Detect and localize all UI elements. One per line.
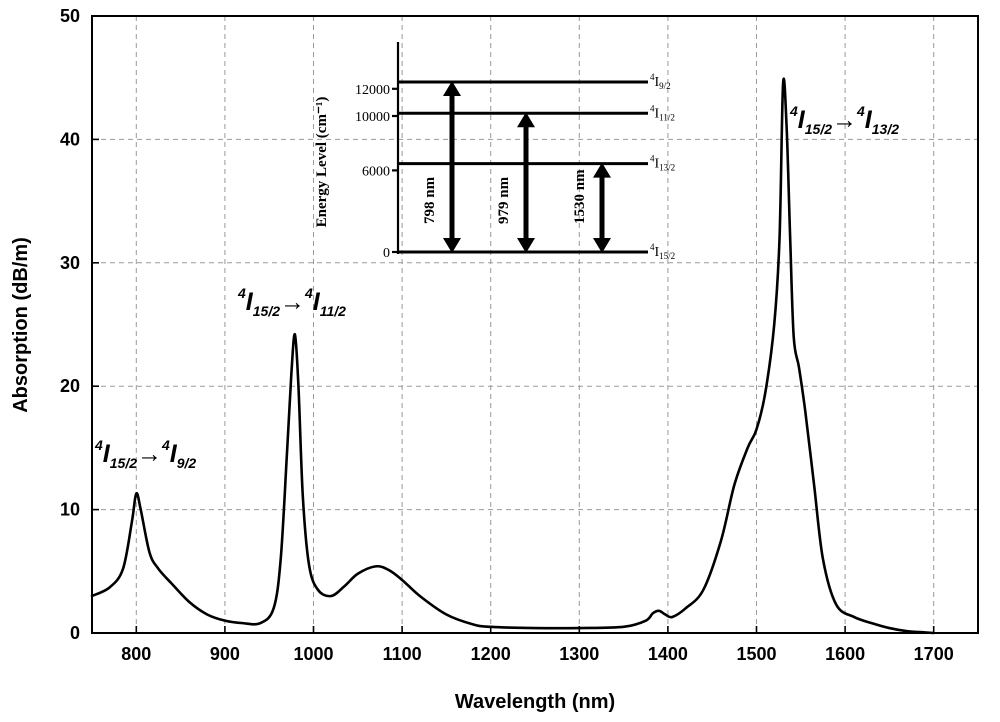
inset-transitions: 798 nm 979 nm 1530 nm: [422, 81, 611, 253]
x-tick-label: 1400: [648, 644, 688, 664]
x-tick-label: 1600: [825, 644, 865, 664]
annotation-sub: 13/2: [872, 121, 899, 137]
y-tick-label: 0: [70, 623, 80, 643]
energy-level-label: 4I11/2: [650, 103, 675, 122]
inset-tick-label: 6000: [362, 164, 390, 179]
annotation-sup: 4: [789, 103, 798, 119]
annotation-label: 4I15/2→4I13/2: [789, 103, 899, 137]
x-tick-label: 800: [121, 644, 151, 664]
inset-tick-label: 0: [383, 246, 390, 261]
transition-label: 798 nm: [422, 176, 438, 224]
annotation-peak-979: 4I15/2→4I11/2: [237, 285, 346, 319]
inset-tick-label: 10000: [355, 110, 390, 125]
annotation-sup: 4: [856, 103, 865, 119]
annotation-symbol: I: [246, 288, 254, 316]
annotation-arrow: →: [280, 288, 305, 316]
annotation-sub: 15/2: [110, 455, 137, 471]
annotation-arrow: →: [832, 106, 857, 134]
grid: [92, 16, 978, 633]
annotation-sup: 4: [161, 437, 170, 453]
transition-arrow: 979 nm: [496, 112, 535, 253]
annotation-sub: 15/2: [253, 303, 280, 319]
x-tick-label: 1100: [383, 644, 422, 664]
annotation-sup: 4: [304, 285, 313, 301]
energy-level-label: 4I15/2: [650, 242, 675, 261]
annotation-sub: 9/2: [177, 455, 197, 471]
energy-level-inset: Energy Level (cm⁻¹) 0 6000 10000 12000 4I15…: [314, 42, 675, 261]
y-tick-label: 40: [60, 129, 80, 149]
annotation-sub: 15/2: [805, 121, 832, 137]
annotation-label: 4I15/2→4I11/2: [237, 285, 346, 319]
transition-arrow: 1530 nm: [572, 162, 611, 253]
axes: [91, 15, 979, 634]
annotation-sub: 11/2: [320, 303, 346, 319]
annotation-sup: 4: [237, 285, 246, 301]
annotation-label: 4I15/2→4I9/2: [94, 437, 196, 471]
inset-tick-label: 12000: [355, 83, 390, 98]
y-tick-label: 50: [60, 6, 80, 26]
plot-frame: [91, 15, 979, 634]
annotation-peak-800: 4I15/2→4I9/2: [94, 437, 196, 471]
tick-layer: 800 900 1000 1100 1200 1300 1400 1500 1600 1700 0 1…: [60, 6, 954, 664]
x-tick-label: 1200: [471, 644, 511, 664]
arrow-head-down: [593, 238, 611, 253]
energy-level-label: 4I13/2: [650, 154, 675, 173]
x-tick-label: 1700: [914, 644, 954, 664]
annotation-peak-1530: 4I15/2→4I13/2: [789, 103, 899, 137]
arrow-head-up: [517, 112, 535, 128]
transition-arrow: 798 nm: [422, 81, 461, 253]
arrow-head-down: [517, 238, 535, 253]
annotation-sup: 4: [94, 437, 103, 453]
transition-label: 1530 nm: [572, 169, 588, 224]
inset-y-axis-title: Energy Level (cm⁻¹): [314, 97, 330, 228]
series-layer: [90, 77, 935, 635]
annotation-symbol: I: [865, 106, 873, 134]
y-tick-label: 20: [60, 376, 80, 396]
arrow-head-up: [593, 162, 611, 178]
absorption-series-line: [90, 77, 935, 635]
annotation-symbol: I: [170, 440, 178, 468]
arrow-head-down: [443, 238, 461, 253]
energy-level-label: 4I9/2: [650, 72, 671, 91]
annotation-symbol: I: [103, 440, 111, 468]
x-tick-label: 1500: [736, 644, 776, 664]
transition-label: 979 nm: [496, 176, 512, 224]
y-tick-label: 30: [60, 253, 80, 273]
annotation-arrow: →: [137, 440, 162, 468]
annotation-symbol: I: [313, 288, 321, 316]
arrow-head-up: [443, 81, 461, 96]
y-axis-title: Absorption (dB/m): [10, 237, 32, 413]
y-tick-label: 10: [60, 500, 80, 520]
inset-ticks: 0 6000 10000 12000: [355, 83, 398, 261]
x-axis-title: Wavelength (nm): [455, 691, 615, 713]
x-tick-label: 1000: [293, 644, 333, 664]
annotation-symbol: I: [798, 106, 806, 134]
x-tick-label: 1300: [559, 644, 599, 664]
inset-levels: 4I15/2 4I13/2 4I11/2 4I9/2: [398, 72, 675, 261]
x-tick-label: 900: [210, 644, 240, 664]
